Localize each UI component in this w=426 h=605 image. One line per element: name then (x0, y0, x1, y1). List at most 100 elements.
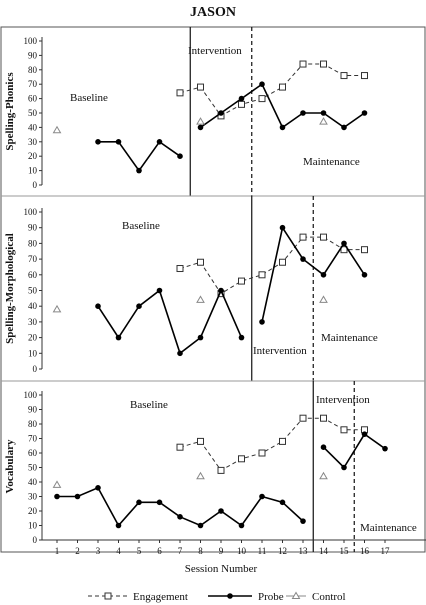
y-tick-label: 30 (28, 317, 38, 327)
engagement-point (299, 233, 307, 241)
probe-point (95, 485, 101, 491)
probe-series-line (200, 83, 365, 129)
x-tick-label: 16 (360, 546, 370, 556)
y-tick-label: 50 (28, 108, 38, 118)
probe-point (238, 95, 245, 102)
probe-point (300, 110, 306, 116)
engagement-point (279, 258, 286, 266)
engagement-point (176, 265, 184, 273)
engagement-point (258, 95, 266, 103)
probe-point (259, 319, 265, 325)
y-tick-label: 30 (28, 492, 38, 502)
y-tick-label: 70 (28, 434, 38, 444)
y-tick-label: 70 (28, 254, 38, 264)
probe-point (382, 445, 388, 452)
probe-point (177, 350, 183, 357)
probe-point (218, 287, 224, 294)
probe-point (238, 522, 245, 529)
control-point (196, 471, 205, 480)
probe-point (54, 493, 60, 500)
probe-point (156, 139, 163, 145)
x-tick-label: 3 (96, 546, 101, 556)
y-tick-label: 90 (28, 405, 38, 415)
probe-point (259, 493, 265, 500)
probe-point (115, 139, 122, 145)
probe-series-line (97, 288, 243, 355)
y-axis-label: Vocabulary (4, 439, 16, 493)
probe-point (136, 499, 142, 506)
probe-series-line (57, 486, 304, 527)
y-tick-label: 0 (33, 180, 38, 190)
probe-point (300, 256, 306, 262)
engagement-point (258, 449, 266, 457)
y-tick-label: 10 (28, 348, 38, 358)
engagement-series-line (179, 63, 365, 117)
y-axis-label: Spelling-Morphological (4, 233, 16, 344)
engagement-point (279, 83, 286, 91)
phase-label: Intervention (316, 394, 370, 406)
chart-title: JASON (190, 5, 236, 20)
probe-point (197, 334, 204, 341)
engagement-point (238, 455, 245, 463)
engagement-point (340, 426, 348, 434)
x-tick-label: 17 (381, 546, 391, 556)
control-point (319, 117, 328, 125)
x-tick-label: 9 (219, 546, 224, 556)
engagement-point (361, 72, 368, 80)
engagement-point (176, 443, 184, 451)
phase-label: Intervention (188, 45, 242, 57)
y-tick-label: 90 (28, 50, 38, 60)
phase-label: Maintenance (321, 332, 378, 344)
probe-point (177, 153, 183, 159)
x-tick-label: 4 (116, 546, 121, 556)
y-tick-label: 80 (28, 65, 38, 75)
x-axis-label: Session Number (185, 563, 258, 575)
y-tick-label: 60 (28, 94, 38, 104)
phase-label: Baseline (130, 399, 168, 411)
phase-label: Baseline (70, 92, 108, 104)
phase-label: Baseline (122, 220, 160, 232)
probe-point (95, 303, 101, 310)
x-tick-label: 11 (258, 546, 267, 556)
legend-control-label: Control (312, 591, 346, 603)
engagement-point (238, 100, 245, 108)
probe-point (238, 334, 245, 341)
engagement-point (217, 466, 225, 474)
probe-point (259, 81, 265, 87)
probe-point (218, 110, 224, 116)
probe-series-line (261, 225, 366, 323)
figure-border (0, 26, 426, 553)
legend: Engagement Probe Control (88, 591, 346, 603)
probe-point (320, 272, 327, 278)
probe-point (361, 431, 368, 437)
engagement-point (320, 414, 327, 422)
engagement-point (361, 246, 368, 254)
y-tick-label: 60 (28, 448, 38, 458)
engagement-point (197, 83, 204, 91)
legend-probe-label: Probe (258, 591, 284, 603)
engagement-point (299, 414, 307, 422)
engagement-point (197, 258, 204, 266)
engagement-point (320, 233, 327, 241)
control-point (196, 117, 205, 125)
y-tick-label: 10 (28, 521, 38, 531)
y-axis-label: Spelling-Phonics (4, 72, 16, 151)
y-tick-label: 40 (28, 122, 38, 132)
legend-control-marker (291, 591, 301, 599)
probe-point (115, 522, 122, 529)
probe-point (361, 272, 368, 278)
y-tick-label: 50 (28, 463, 38, 473)
probe-point (136, 167, 142, 174)
probe-point (320, 444, 327, 451)
y-tick-label: 50 (28, 286, 38, 296)
probe-point (74, 493, 81, 500)
control-point (52, 125, 62, 134)
engagement-point (340, 246, 348, 254)
y-tick-label: 60 (28, 270, 38, 280)
probe-point (341, 464, 347, 471)
x-tick-label: 14 (319, 546, 329, 556)
probe-point (300, 518, 306, 524)
engagement-point (238, 277, 245, 285)
control-point (52, 480, 62, 488)
